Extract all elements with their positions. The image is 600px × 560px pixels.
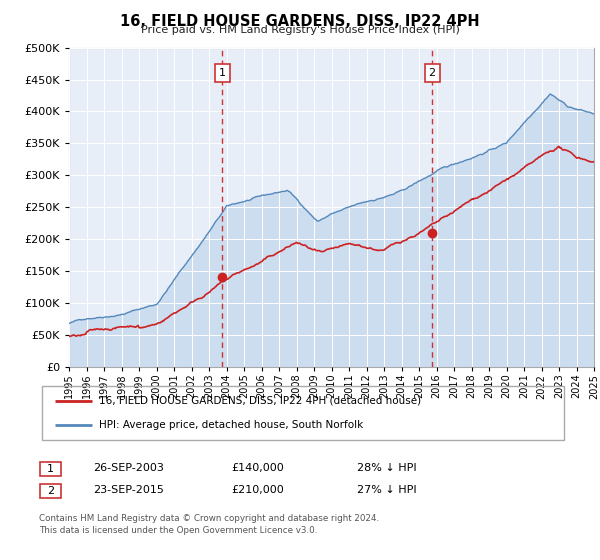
Text: Price paid vs. HM Land Registry's House Price Index (HPI): Price paid vs. HM Land Registry's House … [140,25,460,35]
Text: 26-SEP-2003: 26-SEP-2003 [93,463,164,473]
Text: 16, FIELD HOUSE GARDENS, DISS, IP22 4PH (detached house): 16, FIELD HOUSE GARDENS, DISS, IP22 4PH … [100,396,422,406]
Text: 28% ↓ HPI: 28% ↓ HPI [357,463,416,473]
Text: 2: 2 [428,68,436,78]
Text: 1: 1 [47,464,54,474]
Text: Contains HM Land Registry data © Crown copyright and database right 2024.: Contains HM Land Registry data © Crown c… [39,514,379,523]
Text: This data is licensed under the Open Government Licence v3.0.: This data is licensed under the Open Gov… [39,526,317,535]
Text: HPI: Average price, detached house, South Norfolk: HPI: Average price, detached house, Sout… [100,420,364,430]
Text: £140,000: £140,000 [231,463,284,473]
Text: 27% ↓ HPI: 27% ↓ HPI [357,485,416,495]
Text: £210,000: £210,000 [231,485,284,495]
Text: 1: 1 [218,68,226,78]
Text: 2: 2 [47,486,54,496]
Text: 16, FIELD HOUSE GARDENS, DISS, IP22 4PH: 16, FIELD HOUSE GARDENS, DISS, IP22 4PH [120,14,480,29]
Text: 23-SEP-2015: 23-SEP-2015 [93,485,164,495]
